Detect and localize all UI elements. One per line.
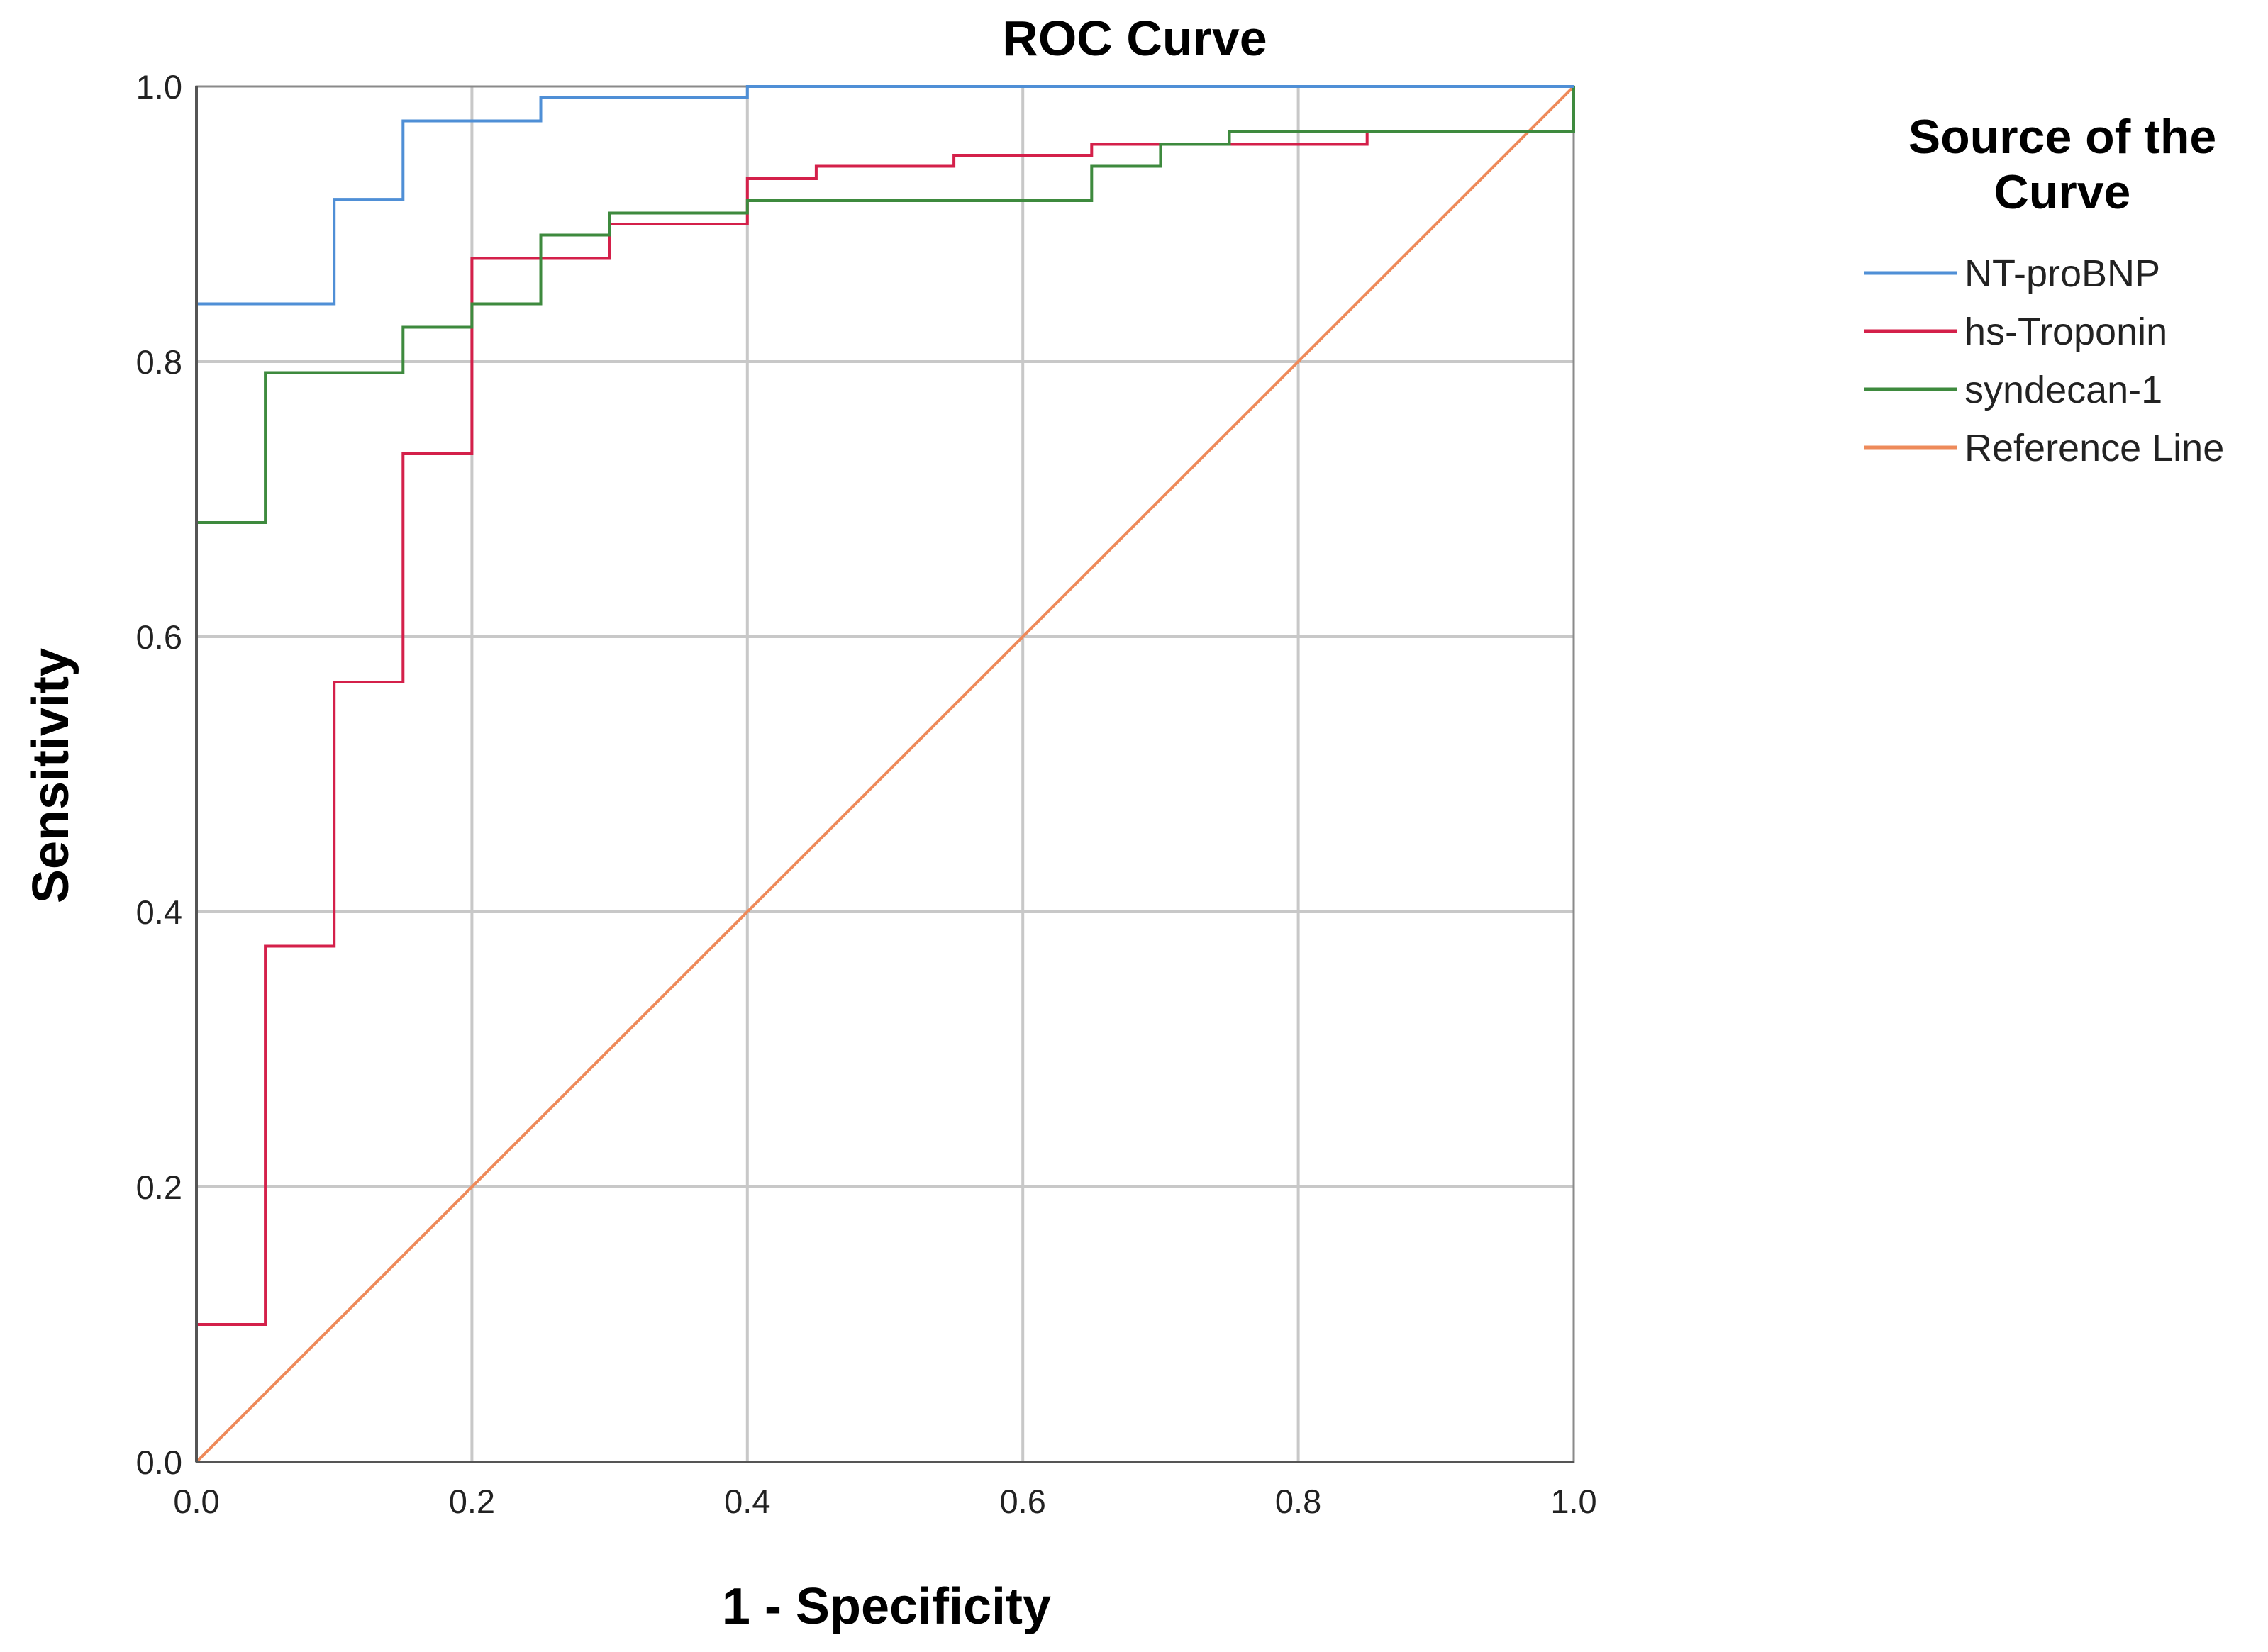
y-tick-label: 0.2	[136, 1168, 182, 1206]
legend-title-line-2: Curve	[1994, 165, 2131, 219]
legend-items: NT-proBNP hs-Troponin syndecan-1 Reference …	[1864, 252, 2224, 469]
legend-item-reference-line: Reference Line	[1864, 427, 2224, 469]
y-tick-label: 0.8	[136, 343, 182, 381]
x-tick-label: 0.6	[1000, 1483, 1046, 1520]
x-tick-label: 0.0	[173, 1483, 219, 1520]
series-line-reference-line	[195, 85, 1575, 1463]
series-line-nt-probnp	[195, 85, 1574, 1462]
gridlines	[196, 86, 1574, 1462]
axes	[195, 86, 1574, 1463]
legend-item-hs-troponin: hs-Troponin	[1864, 311, 2167, 353]
legend-label: NT-proBNP	[1964, 252, 2160, 295]
legend-title-line-1: Source of the	[1908, 110, 2217, 164]
legend-label: hs-Troponin	[1964, 311, 2167, 353]
legend: Source of the Curve NT-proBNP hs-Troponin…	[1864, 110, 2224, 469]
x-axis-label: 1 - Specificity	[722, 1578, 1051, 1635]
x-tick-label: 0.4	[724, 1483, 770, 1520]
y-tick-label: 0.4	[136, 893, 182, 931]
y-axis-label: Sensitivity	[23, 648, 79, 903]
legend-item-nt-probnp: NT-proBNP	[1864, 252, 2160, 295]
x-tick-label: 1.0	[1550, 1483, 1596, 1520]
legend-label: Reference Line	[1964, 427, 2224, 469]
y-tick-labels: 0.0 0.2 0.4 0.6 0.8 1.0	[136, 68, 182, 1481]
x-tick-label: 0.2	[449, 1483, 495, 1520]
legend-item-syndecan-1: syndecan-1	[1864, 369, 2162, 411]
y-tick-label: 1.0	[136, 68, 182, 106]
series-line-syndecan-1	[195, 86, 1575, 1462]
legend-label: syndecan-1	[1964, 369, 2162, 411]
roc-curves	[195, 85, 1575, 1463]
y-tick-label: 0.6	[136, 618, 182, 656]
chart-title: ROC Curve	[1002, 11, 1267, 66]
series-line-hs-troponin	[195, 86, 1575, 1462]
y-tick-label: 0.0	[136, 1444, 182, 1481]
x-tick-label: 0.8	[1275, 1483, 1321, 1520]
x-tick-labels: 0.0 0.2 0.4 0.6 0.8 1.0	[173, 1483, 1596, 1520]
